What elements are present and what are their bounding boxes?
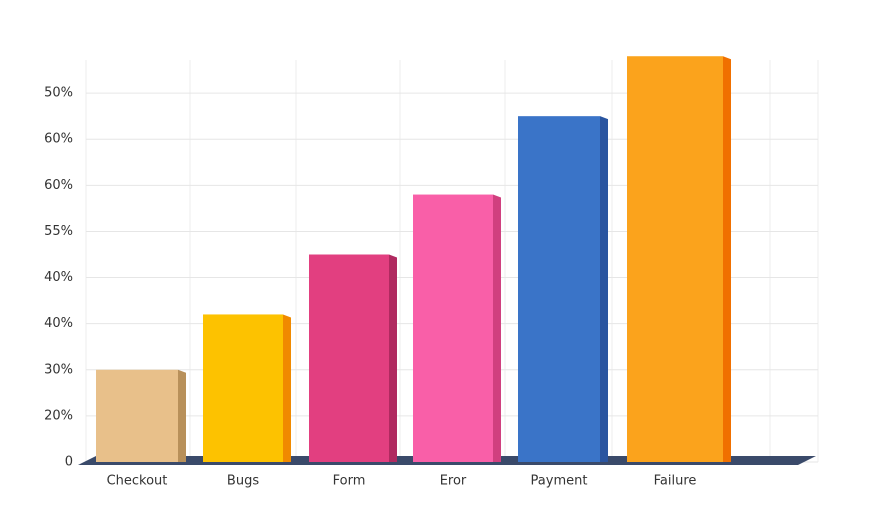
y-tick-label: 20% xyxy=(44,408,73,423)
bar xyxy=(96,369,178,462)
y-tick-label: 60% xyxy=(44,178,73,193)
vertical-grid xyxy=(85,60,819,462)
bar xyxy=(203,314,283,462)
y-tick-label: 40% xyxy=(44,270,73,285)
bar-side xyxy=(178,369,186,462)
bar xyxy=(309,254,389,462)
x-tick-label: Checkout xyxy=(107,474,168,489)
bar-side xyxy=(600,116,608,463)
y-tick-label: 40% xyxy=(44,316,73,331)
x-tick-label: Failure xyxy=(654,474,697,489)
y-tick-label: 55% xyxy=(44,224,73,239)
x-tick-label: Payment xyxy=(531,474,588,489)
bar-side xyxy=(283,314,291,462)
bar xyxy=(627,56,723,462)
y-tick-label: 60% xyxy=(44,132,73,147)
y-tick-label: 50% xyxy=(44,86,73,101)
y-tick-label: 30% xyxy=(44,362,73,377)
bar xyxy=(518,116,600,463)
x-tick-label: Bugs xyxy=(227,474,259,489)
x-tick-label: Form xyxy=(333,474,366,489)
bar xyxy=(413,194,493,463)
bar-side xyxy=(389,254,397,462)
bar-side xyxy=(723,56,731,462)
bar-side xyxy=(493,194,501,463)
x-tick-label: Eror xyxy=(440,474,467,489)
y-tick-label: 0 xyxy=(65,455,73,470)
